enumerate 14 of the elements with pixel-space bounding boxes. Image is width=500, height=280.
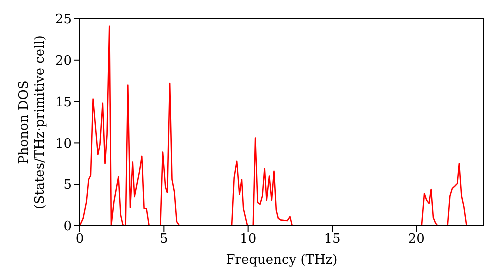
x-tick-label: 15	[324, 232, 341, 248]
x-tick-label: 20	[408, 232, 425, 248]
x-tick-label: 0	[76, 232, 84, 248]
y-tick-label: 5	[64, 178, 72, 194]
y-axis-title: Phonon DOS (States/THz·primitive cell)	[17, 35, 48, 210]
y-tick-label: 20	[55, 54, 72, 70]
x-axis-title: Frequency (THz)	[226, 253, 338, 268]
x-tick-label: 5	[160, 232, 168, 248]
line-series	[80, 26, 468, 226]
y-tick-label: 25	[55, 12, 72, 28]
y-tick-label: 0	[64, 220, 72, 235]
y-tick-label: 10	[55, 136, 72, 152]
y-tick-label: 15	[55, 95, 72, 110]
x-tick-label: 10	[240, 232, 257, 248]
